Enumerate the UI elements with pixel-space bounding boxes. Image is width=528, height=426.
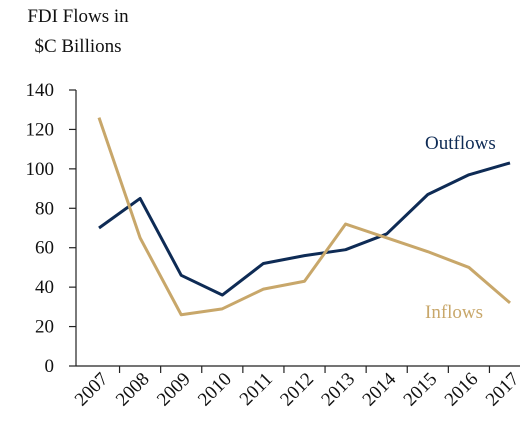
x-tick-label: 2007 (71, 369, 113, 411)
series-label: Outflows (425, 133, 496, 154)
x-tick-label: 2015 (400, 369, 442, 411)
x-tick-label: 2014 (359, 368, 401, 410)
y-tick-label: 100 (26, 159, 55, 180)
x-tick-label: 2011 (236, 369, 277, 410)
y-tick-label: 80 (35, 198, 54, 219)
y-tick-label: 140 (26, 80, 55, 101)
y-tick-label: 120 (26, 119, 55, 140)
y-tick-label: 0 (45, 356, 55, 377)
x-tick-label: 2013 (317, 369, 359, 411)
chart-title: FDI Flows in (27, 6, 129, 27)
x-tick-label: 2017 (482, 369, 524, 411)
series-line (97, 117, 511, 317)
chart-title: $C Billions (34, 36, 121, 57)
y-tick-label: 20 (35, 317, 54, 338)
x-tick-label: 2009 (153, 369, 195, 411)
y-tick-label: 40 (35, 277, 54, 298)
x-tick-label: 2016 (441, 369, 483, 411)
x-tick-label: 2008 (112, 369, 154, 411)
y-tick-label: 60 (35, 238, 54, 259)
series-label: Inflows (425, 302, 483, 323)
series-line (98, 161, 511, 297)
x-tick-label: 2012 (276, 369, 318, 411)
x-tick-label: 2010 (194, 369, 236, 411)
